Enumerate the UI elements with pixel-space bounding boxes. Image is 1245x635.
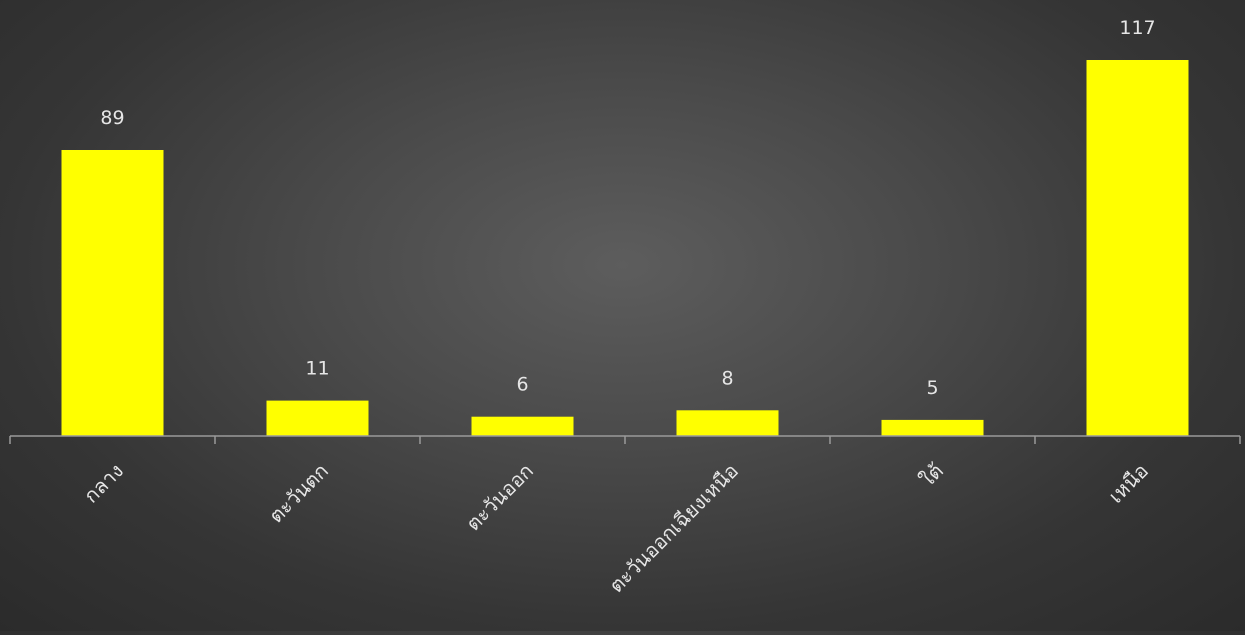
bar-6 <box>1086 60 1189 436</box>
category-label-6: เหนือ <box>1104 459 1153 508</box>
data-labels-group: 89 11 6 8 5 117 <box>100 17 1155 399</box>
bar-5 <box>881 419 984 436</box>
data-label-1: 89 <box>100 107 124 129</box>
bar-4 <box>676 410 779 436</box>
category-label-4: ตะวันออกเฉียงเหนือ <box>604 459 743 598</box>
bars-group <box>61 60 1189 436</box>
data-label-4: 8 <box>721 367 733 389</box>
category-label-5: ใต้ <box>915 459 948 492</box>
data-label-2: 11 <box>305 358 329 380</box>
category-label-3: ตะวันออก <box>461 459 538 536</box>
data-label-5: 5 <box>926 377 938 399</box>
bar-1 <box>61 150 164 436</box>
category-label-1: กลาง <box>79 459 128 508</box>
bar-3 <box>471 416 574 436</box>
category-label-2: ตะวันตก <box>264 459 333 528</box>
category-labels-group: กลาง ตะวันตก ตะวันออก ตะวันออกเฉียงเหนือ ใต้… <box>79 459 1153 598</box>
data-label-3: 6 <box>516 374 528 396</box>
data-label-6: 117 <box>1119 17 1155 39</box>
x-axis <box>9 435 1241 444</box>
bar-2 <box>266 400 369 436</box>
